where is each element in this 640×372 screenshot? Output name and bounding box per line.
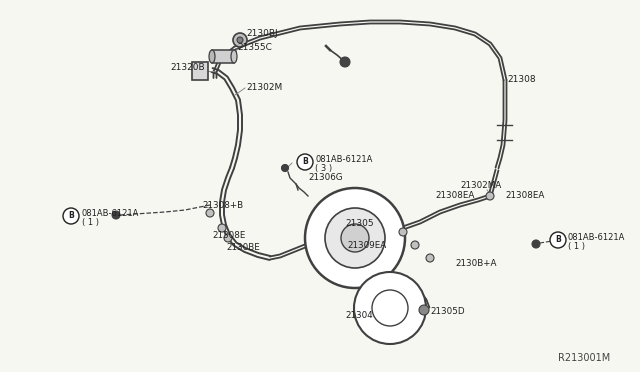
Circle shape: [206, 209, 214, 217]
Text: 2130BJ: 2130BJ: [246, 29, 278, 38]
Text: 21308+B: 21308+B: [202, 202, 243, 211]
Ellipse shape: [209, 50, 215, 63]
Circle shape: [341, 224, 369, 252]
Circle shape: [233, 33, 247, 47]
Circle shape: [399, 228, 407, 236]
Text: B: B: [68, 212, 74, 221]
Circle shape: [237, 37, 243, 43]
Text: B: B: [555, 235, 561, 244]
Text: 081AB-6121A: 081AB-6121A: [568, 232, 625, 241]
Text: 21302M: 21302M: [246, 83, 282, 93]
Ellipse shape: [231, 50, 237, 63]
Circle shape: [411, 241, 419, 249]
Circle shape: [419, 305, 429, 315]
Circle shape: [282, 164, 289, 171]
Text: 081AB-6121A: 081AB-6121A: [82, 208, 140, 218]
Text: B: B: [302, 157, 308, 167]
Text: 081AB-6121A: 081AB-6121A: [315, 154, 372, 164]
Text: 2130BE: 2130BE: [226, 244, 260, 253]
Text: 21302MA: 21302MA: [460, 180, 501, 189]
Circle shape: [112, 211, 120, 219]
Bar: [192, 62, 208, 80]
Circle shape: [550, 232, 566, 248]
Text: 2130B+A: 2130B+A: [455, 260, 497, 269]
Text: 21304: 21304: [345, 311, 372, 320]
Text: 21308E: 21308E: [212, 231, 245, 240]
Text: 21305: 21305: [345, 218, 374, 228]
Text: ( 1 ): ( 1 ): [568, 241, 585, 250]
Circle shape: [354, 272, 426, 344]
Circle shape: [340, 57, 350, 67]
Text: 21308EA: 21308EA: [505, 192, 545, 201]
Text: 21355C: 21355C: [237, 42, 272, 51]
Text: 21306G: 21306G: [308, 173, 342, 183]
Circle shape: [325, 208, 385, 268]
Circle shape: [426, 254, 434, 262]
Circle shape: [532, 240, 540, 248]
Circle shape: [297, 154, 313, 170]
Text: ( 1 ): ( 1 ): [82, 218, 99, 227]
Circle shape: [218, 224, 226, 232]
Text: ( 3 ): ( 3 ): [315, 164, 332, 173]
Circle shape: [372, 290, 408, 326]
Text: 21305D: 21305D: [430, 308, 465, 317]
Text: 21308: 21308: [507, 76, 536, 84]
Circle shape: [224, 234, 232, 242]
Circle shape: [486, 192, 494, 200]
Circle shape: [63, 208, 79, 224]
Text: 21320B: 21320B: [170, 64, 205, 73]
Text: 21309EA: 21309EA: [347, 241, 387, 250]
Text: 21308EA: 21308EA: [435, 190, 474, 199]
Circle shape: [305, 188, 405, 288]
Circle shape: [282, 165, 288, 171]
Text: R213001M: R213001M: [557, 353, 610, 363]
Bar: [212, 50, 234, 63]
